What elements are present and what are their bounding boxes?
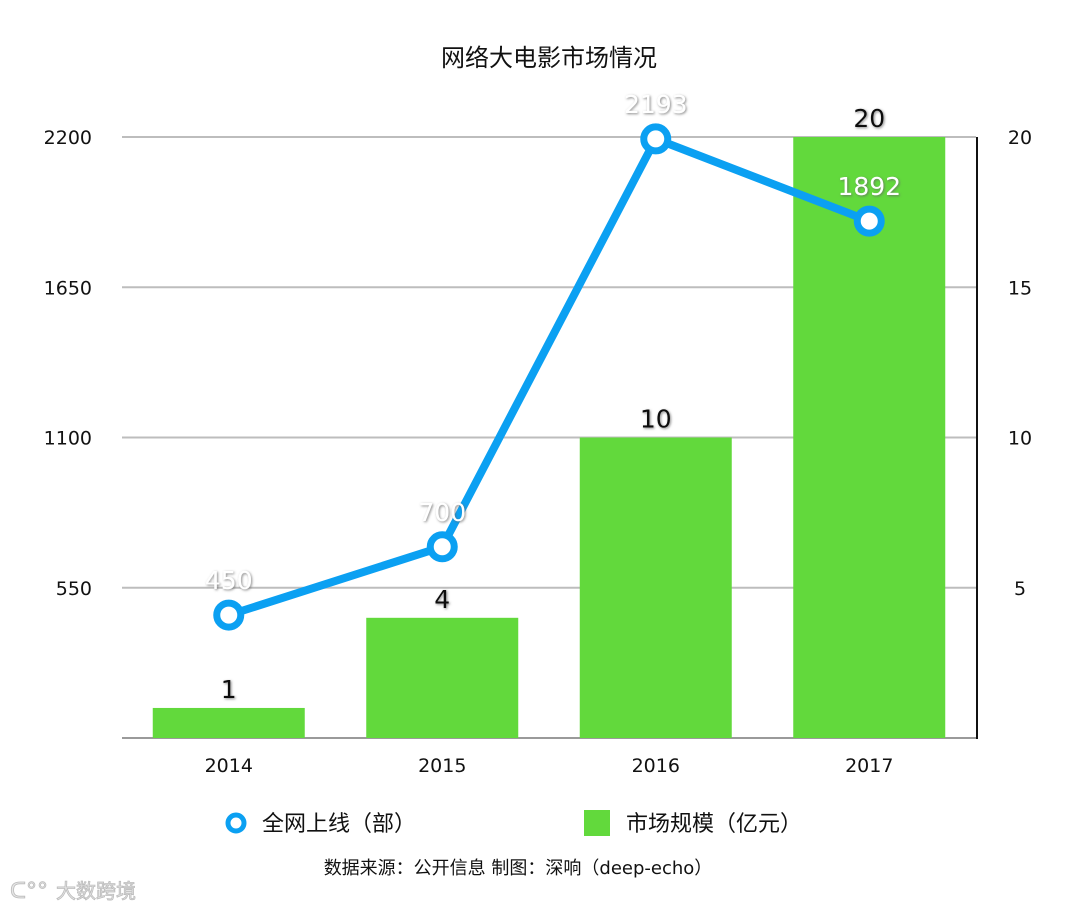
chart-title: 网络大电影市场情况 [441, 44, 657, 72]
right-tick-label: 5 [1014, 578, 1026, 600]
watermark: 大数跨境 [56, 879, 136, 903]
line-point [426, 531, 458, 563]
legend-bar-marker [584, 810, 610, 836]
x-tick-label: 2017 [845, 755, 893, 777]
line-data-label: 2193 [624, 90, 688, 119]
legend-line-marker [225, 812, 247, 834]
line-series [227, 134, 871, 619]
bar-data-label: 1 [221, 675, 237, 704]
right-tick-label: 10 [1008, 428, 1032, 450]
bar-data-label: 4 [434, 585, 450, 614]
left-tick-label: 1650 [44, 277, 92, 299]
x-tick-label: 2015 [418, 755, 466, 777]
legend-bar-label: 市场规模（亿元） [626, 812, 802, 837]
bar [793, 137, 946, 738]
left-tick-label: 1100 [44, 428, 92, 450]
line-point [640, 123, 672, 155]
watermark-logo-icon: ᑕ°° [10, 879, 48, 904]
bar [366, 617, 519, 738]
bar [152, 707, 305, 738]
bar [579, 437, 732, 738]
line-point [213, 599, 245, 631]
line-point [853, 205, 885, 237]
bar-data-label: 20 [853, 104, 885, 133]
legend-line-label: 全网上线（部） [262, 812, 416, 837]
line-data-label: 450 [205, 566, 253, 595]
line-data-label: 1892 [837, 172, 901, 201]
right-tick-label: 15 [1008, 277, 1032, 299]
right-tick-label: 20 [1008, 127, 1032, 149]
source-note: 数据来源：公开信息 制图：深响（deep-echo） [324, 858, 713, 879]
bar-data-label: 10 [640, 405, 672, 434]
line-data-label: 700 [418, 498, 466, 527]
left-tick-label: 550 [56, 578, 92, 600]
x-tick-label: 2016 [632, 755, 680, 777]
left-tick-label: 2200 [44, 127, 92, 149]
x-tick-label: 2014 [205, 755, 253, 777]
